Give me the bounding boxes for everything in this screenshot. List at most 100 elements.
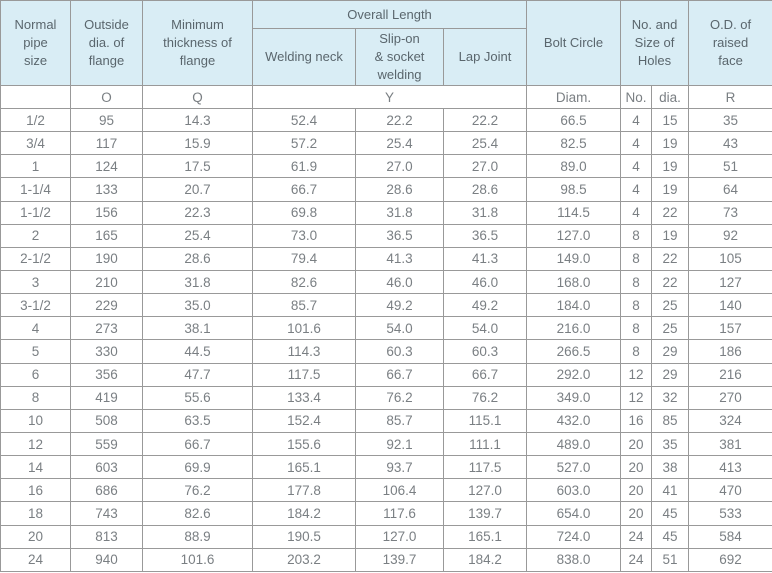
table-cell: 654.0 [526, 501, 622, 526]
table-cell: 19 [651, 177, 690, 202]
table-cell: 117.6 [355, 501, 444, 526]
symbol-holes-dia: dia. [651, 85, 690, 109]
table-cell: 8 [620, 223, 653, 248]
header-bolt-circle: Bolt Circle [526, 0, 622, 86]
table-cell: 35 [651, 431, 690, 457]
header-normal-pipe-size: Normal pipe size [0, 0, 71, 86]
table-row: 6 356 47.7 117.5 66.7 66.7 292.0 12 29 216 [0, 362, 772, 387]
table-cell: 20 [0, 524, 71, 549]
table-cell: 27.0 [355, 154, 444, 179]
table-cell: 4 [620, 107, 653, 133]
header-od-raised-face: O.D. of raised face [688, 0, 772, 86]
table-cell: 25 [651, 293, 690, 318]
table-cell: 508 [70, 408, 143, 433]
table-cell: 22.3 [142, 200, 253, 225]
header-lap-joint: Lap Joint [442, 28, 528, 86]
table-cell: 19 [651, 223, 690, 248]
table-cell: 38 [651, 455, 690, 480]
table-cell: 25.4 [142, 223, 253, 248]
table-cell: 190.5 [252, 524, 356, 549]
table-cell: 6 [0, 362, 71, 387]
table-cell: 4 [620, 200, 653, 225]
table-cell: 686 [70, 478, 143, 503]
table-cell: 216.0 [526, 316, 622, 341]
table-cell: 114.5 [526, 200, 622, 225]
table-cell: 157 [688, 316, 772, 341]
table-cell: 27.0 [442, 154, 528, 179]
table-cell: 22 [651, 246, 690, 271]
table-cell: 139.7 [355, 547, 444, 573]
table-cell: 43 [688, 131, 772, 156]
table-cell: 1 [0, 154, 71, 179]
table-row: 12 559 66.7 155.6 92.1 111.1 489.0 20 35 381 [0, 431, 772, 457]
table-cell: 106.4 [355, 478, 444, 503]
table-cell: 432.0 [526, 408, 622, 433]
symbol-holes-no: No. [620, 85, 653, 109]
table-cell: 692 [688, 547, 772, 573]
table-cell: 73 [688, 200, 772, 225]
header-outside-dia: Outside dia. of flange [70, 0, 143, 86]
table-cell: 127.0 [355, 524, 444, 549]
table-cell: 24 [620, 547, 653, 573]
table-cell: 61.9 [252, 154, 356, 179]
table-row: 3 210 31.8 82.6 46.0 46.0 168.0 8 22 127 [0, 269, 772, 295]
table-cell: 381 [688, 431, 772, 457]
table-header: Normal pipe size Outside dia. of flange … [0, 0, 772, 109]
table-cell: 8 [620, 316, 653, 341]
table-cell: 155.6 [252, 431, 356, 457]
table-row: 24 940 101.6 203.2 139.7 184.2 838.0 24 51 692 [0, 547, 772, 573]
table-cell: 25.4 [355, 131, 444, 156]
table-cell: 64 [688, 177, 772, 202]
table-cell: 117.5 [442, 455, 528, 480]
table-body: 1/2 95 14.3 52.4 22.2 22.2 66.5 4 15 35 3/4 117 15.9… [0, 107, 772, 573]
table-cell: 419 [70, 385, 143, 410]
table-cell: 1-1/4 [0, 177, 71, 202]
table-cell: 14 [0, 455, 71, 480]
table-cell: 22.2 [355, 107, 444, 133]
table-cell: 114.3 [252, 339, 356, 364]
table-row: 4 273 38.1 101.6 54.0 54.0 216.0 8 25 157 [0, 316, 772, 341]
table-cell: 73.0 [252, 223, 356, 248]
table-cell: 127.0 [526, 223, 622, 248]
table-cell: 12 [620, 385, 653, 410]
table-cell: 1/2 [0, 107, 71, 133]
table-row: 5 330 44.5 114.3 60.3 60.3 266.5 8 29 186 [0, 339, 772, 364]
table-cell: 98.5 [526, 177, 622, 202]
table-cell: 8 [620, 293, 653, 318]
table-cell: 124 [70, 154, 143, 179]
table-cell: 111.1 [442, 431, 528, 457]
header-row-sub: Welding neck Slip-on & socket welding La… [1, 28, 772, 86]
table-cell: 66.7 [142, 431, 253, 457]
table-cell: 57.2 [252, 131, 356, 156]
table-cell: 152.4 [252, 408, 356, 433]
table-cell: 69.9 [142, 455, 253, 480]
table-cell: 4 [620, 131, 653, 156]
header-holes: No. and Size of Holes [620, 0, 690, 86]
table-cell: 45 [651, 501, 690, 526]
table-row: 20 813 88.9 190.5 127.0 165.1 724.0 24 45 584 [0, 524, 772, 549]
table-cell: 45 [651, 524, 690, 549]
table-cell: 60.3 [355, 339, 444, 364]
table-cell: 14.3 [142, 107, 253, 133]
table-cell: 165 [70, 223, 143, 248]
table-cell: 10 [0, 408, 71, 433]
table-cell: 559 [70, 431, 143, 457]
table-cell: 940 [70, 547, 143, 573]
table-cell: 273 [70, 316, 143, 341]
table-cell: 4 [0, 316, 71, 341]
table-cell: 63.5 [142, 408, 253, 433]
table-cell: 17.5 [142, 154, 253, 179]
table-cell: 20 [620, 455, 653, 480]
table-row: 18 743 82.6 184.2 117.6 139.7 654.0 20 45 533 [0, 501, 772, 526]
symbol-bolt-circle: Diam. [526, 85, 622, 109]
table-cell: 85.7 [355, 408, 444, 433]
table-cell: 184.2 [442, 547, 528, 573]
header-slip-on: Slip-on & socket welding [355, 28, 444, 86]
table-cell: 82.6 [252, 269, 356, 295]
table-cell: 46.0 [355, 269, 444, 295]
table-cell: 184.0 [526, 293, 622, 318]
table-cell: 49.2 [355, 293, 444, 318]
table-cell: 22.2 [442, 107, 528, 133]
table-cell: 66.5 [526, 107, 622, 133]
table-cell: 95 [70, 107, 143, 133]
